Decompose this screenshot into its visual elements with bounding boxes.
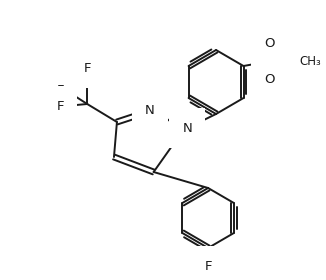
Text: F: F xyxy=(57,83,64,97)
Text: N: N xyxy=(183,122,192,134)
Text: O: O xyxy=(264,36,274,50)
Text: S: S xyxy=(267,55,275,67)
Text: F: F xyxy=(204,260,212,272)
Text: N: N xyxy=(145,104,155,116)
Text: F: F xyxy=(57,99,64,113)
Text: F: F xyxy=(83,62,91,74)
Text: O: O xyxy=(264,73,274,85)
Text: CH₃: CH₃ xyxy=(299,55,321,67)
